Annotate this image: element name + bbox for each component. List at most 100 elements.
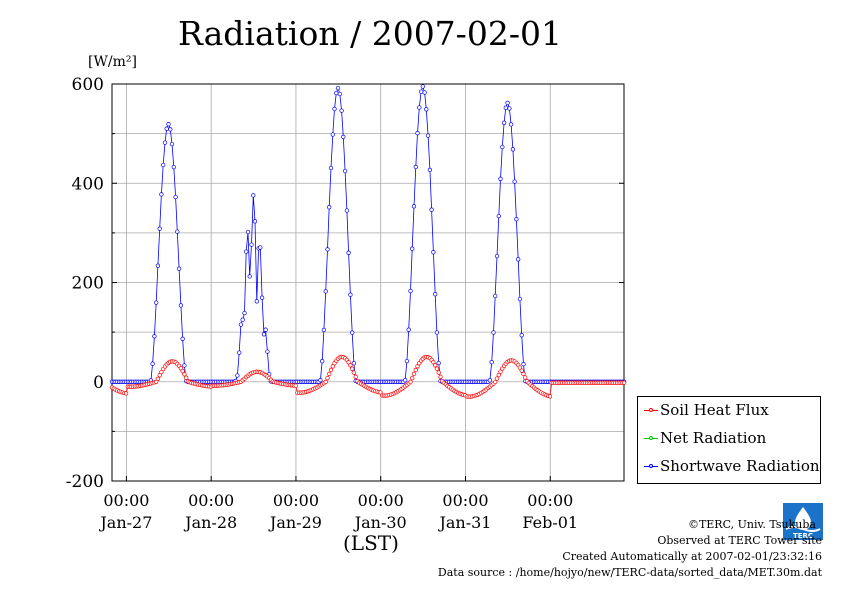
data-point bbox=[408, 379, 413, 385]
x-tick-date-label: Jan-31 bbox=[437, 513, 491, 532]
data-point bbox=[261, 332, 267, 337]
source-text: Data source : /home/hojyo/new/TERC-data/… bbox=[437, 566, 822, 579]
data-point bbox=[320, 359, 325, 364]
legend-marker-icon bbox=[644, 464, 658, 469]
data-point bbox=[413, 367, 418, 373]
data-point bbox=[330, 132, 335, 137]
data-point bbox=[327, 205, 332, 210]
data-point bbox=[293, 383, 298, 388]
data-point bbox=[621, 380, 627, 385]
data-point bbox=[403, 378, 408, 383]
legend-marker-icon bbox=[644, 408, 658, 413]
data-point bbox=[173, 194, 178, 200]
data-point bbox=[325, 247, 330, 252]
data-point bbox=[489, 360, 494, 365]
observed-text: Observed at TERC Tower site bbox=[657, 534, 822, 547]
terc-logo: TERC bbox=[783, 503, 823, 540]
data-point bbox=[487, 378, 493, 383]
data-point bbox=[263, 327, 268, 332]
data-point bbox=[350, 330, 355, 335]
data-point bbox=[498, 369, 503, 374]
data-point bbox=[413, 164, 418, 170]
data-point bbox=[411, 204, 417, 209]
data-point bbox=[404, 358, 410, 364]
data-point bbox=[494, 376, 500, 381]
data-point bbox=[514, 217, 519, 222]
svg-text:TERC: TERC bbox=[793, 532, 813, 540]
data-point bbox=[123, 391, 129, 396]
data-point bbox=[152, 334, 157, 339]
series-line bbox=[111, 356, 625, 398]
x-tick-time-label: 00:00 bbox=[103, 491, 149, 510]
data-point bbox=[512, 179, 517, 184]
data-point bbox=[434, 366, 440, 371]
data-point bbox=[323, 289, 328, 294]
data-point bbox=[519, 368, 524, 373]
data-point bbox=[247, 274, 252, 279]
data-point bbox=[498, 176, 503, 181]
data-point bbox=[321, 327, 327, 333]
data-point bbox=[351, 370, 357, 375]
data-point bbox=[245, 229, 251, 235]
data-point bbox=[157, 373, 162, 378]
y-tick-label: 600 bbox=[72, 75, 104, 95]
data-point bbox=[491, 330, 496, 335]
data-point bbox=[547, 394, 553, 399]
data-point bbox=[348, 363, 353, 368]
data-point bbox=[521, 371, 526, 377]
data-point bbox=[350, 366, 355, 371]
data-point bbox=[184, 375, 189, 380]
data-point bbox=[493, 379, 498, 385]
data-point bbox=[427, 167, 433, 173]
data-point bbox=[346, 360, 351, 365]
data-point bbox=[517, 296, 523, 302]
data-point bbox=[516, 257, 521, 262]
data-point bbox=[505, 100, 510, 106]
data-point bbox=[240, 317, 245, 322]
data-point bbox=[410, 375, 415, 381]
legend-item-shortwave-radiation: Shortwave Radiation bbox=[640, 456, 820, 478]
data-point bbox=[171, 164, 176, 170]
data-point bbox=[265, 349, 270, 354]
data-point bbox=[519, 333, 524, 338]
chart-title: Radiation / 2007-02-01 bbox=[178, 14, 562, 53]
data-point bbox=[175, 229, 180, 234]
data-point bbox=[507, 106, 512, 111]
data-point bbox=[337, 91, 342, 97]
data-point bbox=[325, 375, 330, 381]
data-point bbox=[417, 105, 422, 110]
data-point bbox=[155, 263, 161, 268]
data-point bbox=[410, 246, 415, 251]
data-point bbox=[155, 376, 161, 381]
data-point bbox=[438, 374, 443, 379]
data-point bbox=[406, 327, 411, 332]
data-point bbox=[328, 367, 334, 373]
series-line bbox=[112, 85, 625, 383]
x-axis-unit: (LST) bbox=[343, 531, 399, 555]
data-point bbox=[168, 127, 173, 132]
data-point bbox=[334, 90, 339, 96]
data-point bbox=[348, 292, 353, 297]
data-point bbox=[429, 207, 434, 212]
x-tick-time-label: 00:00 bbox=[273, 491, 319, 510]
data-point bbox=[501, 120, 507, 125]
x-tick-date-label: Jan-30 bbox=[353, 513, 407, 532]
data-point bbox=[249, 242, 254, 247]
data-point bbox=[523, 375, 528, 380]
data-point bbox=[182, 372, 187, 377]
data-point bbox=[353, 374, 358, 379]
data-point bbox=[418, 89, 424, 94]
legend-item-net-radiation: Net Radiation bbox=[640, 428, 818, 450]
y-tick-label: 400 bbox=[72, 174, 104, 194]
data-point bbox=[259, 295, 265, 300]
data-point bbox=[496, 213, 501, 219]
data-point bbox=[164, 126, 169, 131]
data-point bbox=[431, 250, 436, 255]
data-point bbox=[169, 141, 175, 147]
data-point bbox=[244, 249, 249, 254]
data-point bbox=[415, 364, 420, 369]
legend: Soil Heat Flux Net Radiation Shortwave R… bbox=[637, 396, 821, 484]
data-point bbox=[254, 299, 259, 304]
legend-marker-icon bbox=[644, 436, 658, 441]
data-point bbox=[500, 144, 505, 150]
